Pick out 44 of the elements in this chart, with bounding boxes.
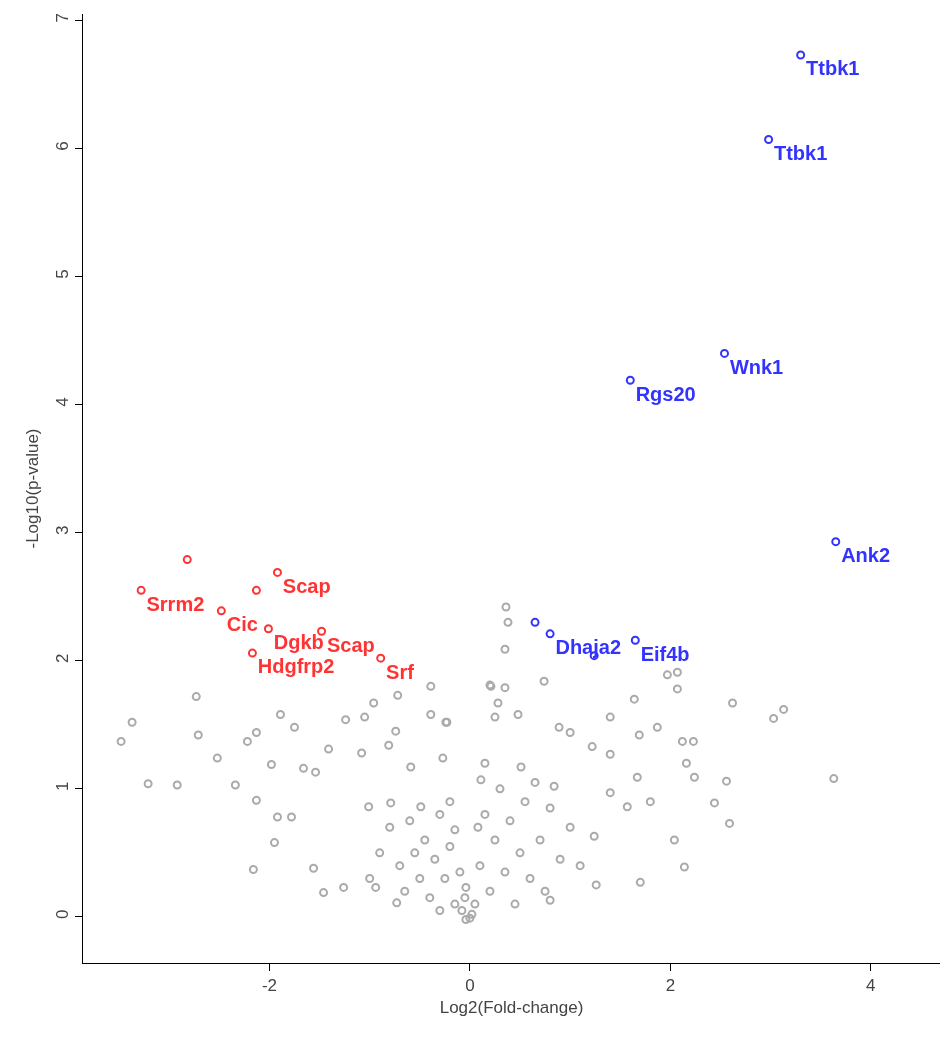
data-label: Ttbk1 [806, 57, 860, 80]
data-label: Ank2 [841, 544, 891, 567]
point [251, 585, 261, 595]
y-tick-label: 5 [53, 269, 73, 279]
point [545, 629, 555, 639]
data-label: Srrm2 [146, 592, 205, 615]
point [720, 348, 729, 358]
point [796, 50, 806, 60]
point [764, 135, 774, 145]
data-label: Dhaja2 [555, 636, 622, 659]
data-label: Scap [326, 633, 375, 656]
y-tick-label: 1 [53, 781, 73, 791]
point [247, 648, 257, 658]
x-axis-title: Log2(Fold-change) [439, 997, 584, 1017]
y-tick-label: 4 [53, 397, 73, 407]
point [136, 585, 146, 595]
data-label: Ttbk1 [773, 141, 828, 164]
data-label: Srf [386, 660, 415, 683]
point [530, 617, 540, 627]
data-label: Dgkb [273, 631, 324, 654]
x-tick-label: 0 [465, 976, 475, 996]
data-label: Cic [226, 613, 258, 636]
x-tick-label: -2 [261, 976, 277, 996]
y-tick-label: 3 [53, 525, 73, 535]
point [263, 624, 273, 634]
x-tick-label: 4 [866, 976, 876, 996]
y-tick-label: 2 [53, 653, 73, 663]
point [625, 375, 635, 385]
point [630, 635, 640, 645]
data-label: Rgs20 [635, 382, 696, 405]
data-label: Hdgfrp2 [257, 655, 335, 678]
point [216, 606, 226, 616]
y-tick-label: 6 [53, 141, 73, 151]
data-label: Wnk1 [729, 355, 784, 378]
data-label: Eif4b [640, 642, 690, 665]
point [182, 555, 192, 565]
y-tick-label: 7 [53, 13, 73, 23]
point [272, 567, 282, 577]
point [376, 653, 386, 663]
y-tick-label: 0 [53, 909, 73, 920]
data-label: Scap [282, 574, 331, 597]
point [831, 537, 841, 547]
y-axis-title: -Log10(p-value) [22, 428, 42, 549]
x-tick-label: 2 [665, 976, 676, 996]
